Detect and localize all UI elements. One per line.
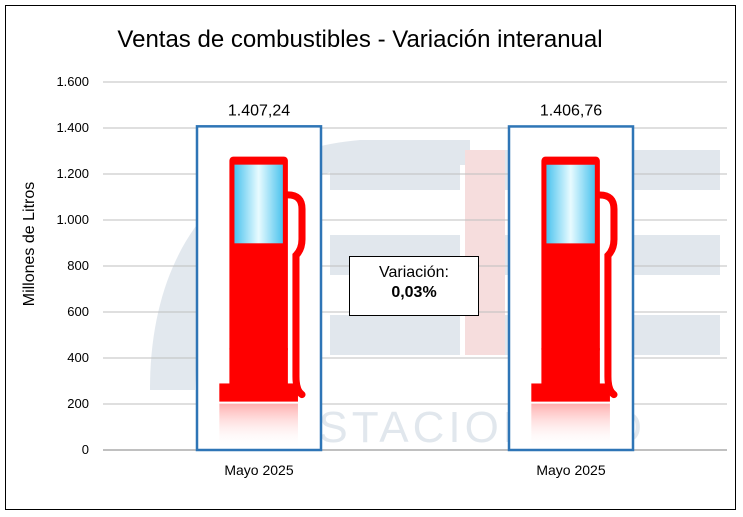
x-tick-label: Mayo 2025 [536,462,605,478]
variation-value: 0,03% [391,284,437,301]
data-label: 1.407,24 [228,102,290,119]
y-tick-label: 200 [67,396,89,411]
y-tick-label: 1.200 [56,166,89,181]
bar [507,125,635,452]
y-axis: 0 200 400 600 800 1.000 1.200 1.400 1.600 [56,74,89,457]
y-tick-label: 400 [67,350,89,365]
fuel-pump-icon [531,156,618,448]
y-axis-label: Millones de Litros [21,182,38,307]
bars: 1.407,24 Mayo 2025 1.406,76 Mayo 2025 [195,102,635,478]
y-tick-label: 600 [67,304,89,319]
data-label: 1.406,76 [540,102,602,119]
x-tick-label: Mayo 2025 [224,462,293,478]
bar [195,125,323,452]
y-tick-label: 800 [67,258,89,273]
variation-annotation: Variación: 0,03% [349,256,479,316]
y-tick-label: 1.000 [56,212,89,227]
y-tick-label: 1.600 [56,74,89,89]
y-tick-label: 0 [82,442,89,457]
y-tick-label: 1.400 [56,120,89,135]
chart-title: Ventas de combustibles - Variación inter… [117,26,603,53]
variation-label: Variación: [379,264,449,281]
fuel-pump-icon [219,156,306,448]
